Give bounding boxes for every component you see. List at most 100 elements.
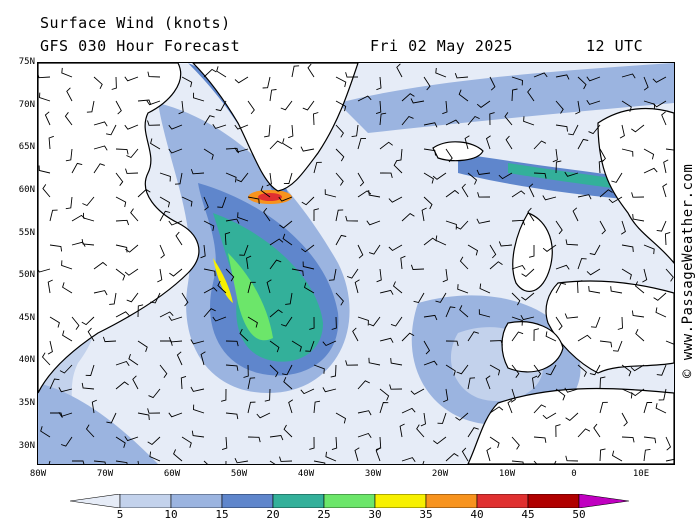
wind-barb — [467, 115, 480, 126]
wind-barb — [435, 67, 447, 78]
wind-barb — [225, 412, 239, 420]
wind-barb — [282, 364, 293, 376]
wind-barb — [542, 412, 557, 420]
wind-barb — [212, 316, 227, 322]
wind-map[interactable] — [37, 62, 675, 465]
wind-barb — [124, 76, 139, 82]
wind-barb — [555, 424, 561, 438]
wind-barb — [280, 316, 293, 327]
wind-barb — [533, 72, 548, 78]
wind-barb — [634, 281, 645, 294]
wind-barb — [555, 74, 570, 80]
wind-barb — [61, 260, 73, 270]
wind-barb — [38, 73, 51, 79]
wind-barb — [599, 220, 606, 235]
lat-label-45n: 45N — [18, 313, 35, 323]
wind-barb — [555, 282, 567, 294]
wind-barb — [291, 65, 300, 78]
wind-barb — [109, 292, 117, 305]
wind-barb — [545, 331, 557, 342]
wind-barb — [631, 310, 645, 318]
wind-barb — [665, 340, 674, 345]
wind-barb — [459, 256, 469, 270]
wind-barb — [137, 340, 148, 352]
wind-barb — [505, 135, 513, 150]
wind-barb — [527, 87, 535, 102]
wind-barb — [521, 292, 535, 301]
wind-barb — [413, 292, 425, 304]
wind-barb — [93, 121, 108, 127]
wind-barb — [442, 268, 448, 283]
wind-barb — [368, 357, 381, 366]
wind-barb — [225, 172, 237, 183]
wind-barb — [269, 238, 284, 246]
wind-barb — [498, 172, 513, 180]
wind-barb — [71, 162, 83, 174]
wind-barb — [354, 279, 360, 294]
wind-barb — [388, 244, 403, 252]
wind-barb — [533, 436, 547, 443]
wind-barb — [260, 185, 271, 198]
wind-barb — [661, 111, 667, 126]
wind-barb — [599, 340, 613, 348]
wind-barb — [456, 364, 469, 375]
wind-barb — [433, 436, 447, 445]
wind-barb — [454, 73, 469, 79]
wind-barb — [247, 196, 260, 205]
wind-barb — [283, 172, 293, 184]
wind-barb — [464, 135, 470, 150]
colorbar-tick-label: 5 — [116, 508, 124, 521]
wind-barb — [49, 209, 58, 222]
wind-barb — [38, 165, 51, 174]
wind-barb — [477, 192, 491, 198]
wind-barb — [643, 148, 655, 160]
wind-barb — [655, 403, 667, 414]
wind-barb — [335, 234, 347, 246]
wind-barb — [246, 255, 252, 270]
wind-barb — [203, 68, 217, 78]
wind-barb — [173, 449, 183, 462]
wind-barb — [300, 388, 315, 395]
wind-barb — [307, 63, 315, 78]
wind-barb — [93, 290, 108, 296]
wind-barb — [262, 76, 271, 89]
wind-barb — [589, 364, 601, 376]
wind-barb — [38, 268, 51, 273]
wind-barb — [555, 100, 564, 114]
wind-barb — [577, 76, 587, 90]
wind-barb — [542, 244, 557, 252]
wind-barb — [467, 427, 479, 438]
wind-barb — [175, 231, 183, 246]
wind-barb — [665, 268, 674, 282]
wind-barb — [564, 313, 579, 319]
wind-barb — [225, 268, 235, 282]
wind-barb — [643, 436, 657, 444]
wind-barb — [335, 209, 344, 222]
wind-barb — [283, 424, 293, 438]
wind-barb — [467, 172, 478, 185]
wind-barb — [285, 292, 293, 305]
wind-barb — [335, 148, 345, 162]
wind-barb — [368, 316, 381, 327]
wind-barb — [42, 184, 51, 198]
wind-barb — [658, 388, 667, 401]
lat-label-50n: 50N — [18, 270, 35, 280]
wind-barb — [555, 316, 563, 331]
wind-barb — [608, 196, 623, 204]
wind-barb — [313, 208, 320, 221]
wind-barb — [643, 76, 649, 91]
wind-barb — [423, 196, 433, 210]
wind-barb — [410, 98, 425, 104]
wind-barb — [330, 364, 337, 378]
wind-barb — [282, 138, 293, 150]
wind-barb — [521, 268, 535, 277]
wind-barb — [243, 364, 249, 378]
wind-barb — [115, 172, 124, 186]
wind-barb — [586, 268, 601, 276]
wind-barb — [443, 388, 449, 403]
wind-barb — [423, 76, 431, 91]
lat-label-40n: 40N — [18, 355, 35, 365]
wind-barb — [489, 364, 501, 376]
wind-barb — [586, 99, 601, 105]
wind-barb — [621, 100, 632, 112]
